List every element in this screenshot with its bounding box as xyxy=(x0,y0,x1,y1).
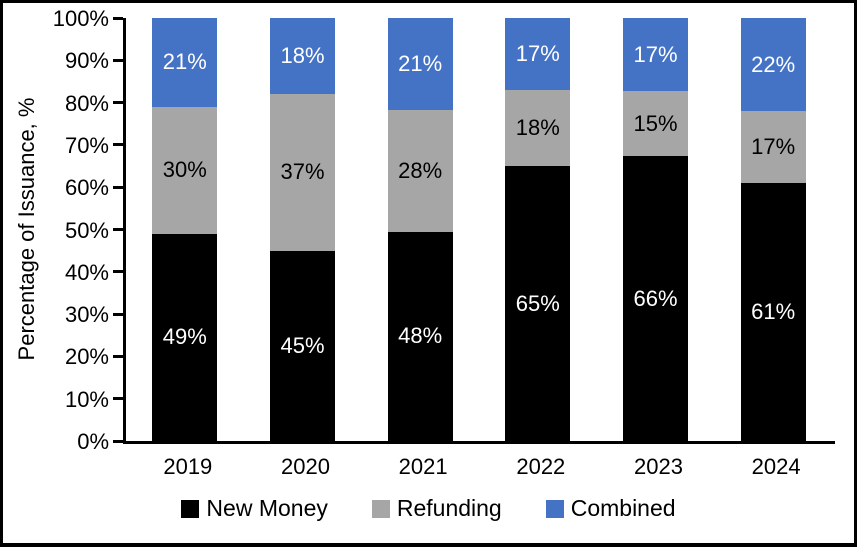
bar-value-label: 22% xyxy=(751,51,796,77)
y-tick-mark xyxy=(113,270,123,274)
bar-value-label: 30% xyxy=(162,157,207,183)
y-tick-label: 60% xyxy=(64,175,109,201)
bar-value-label: 49% xyxy=(162,324,207,350)
bar-segment-new-money: 45% xyxy=(270,250,335,441)
y-tick-mark xyxy=(113,143,123,147)
bar-value-label: 61% xyxy=(751,298,796,324)
y-tick-label: 0% xyxy=(77,429,109,454)
bar-segment-new-money: 49% xyxy=(152,233,218,441)
bar-value-label: 66% xyxy=(633,285,678,311)
bar-value-label: 21% xyxy=(398,50,443,76)
bar-value-label: 45% xyxy=(280,332,325,358)
bar-value-label: 17% xyxy=(515,40,560,66)
bar-segment-refunding: 28% xyxy=(387,109,453,232)
bar-segment-refunding: 17% xyxy=(740,111,806,183)
bar-segment-refunding: 37% xyxy=(270,94,335,251)
bar-value-label: 65% xyxy=(515,290,560,316)
plot-area: 49% 30% 21% 45% 37% 18% 48% 28% 21% 65% 18% 17% 66% 1… xyxy=(123,18,835,444)
y-tick-label: 50% xyxy=(64,217,109,243)
y-tick-label: 80% xyxy=(64,90,109,116)
bar-value-label: 28% xyxy=(398,157,443,183)
y-tick-mark xyxy=(113,185,123,189)
y-tick-label: 70% xyxy=(64,132,109,158)
y-tick-label: 20% xyxy=(64,344,109,370)
x-tick-label: 2021 xyxy=(398,454,448,479)
y-tick-label: 100% xyxy=(52,6,109,31)
bar-value-label: 18% xyxy=(280,43,325,69)
bar-segment-combined: 22% xyxy=(740,18,806,112)
bar-segment-refunding: 30% xyxy=(152,106,218,234)
y-tick-mark xyxy=(113,228,123,231)
y-tick-mark xyxy=(113,354,123,358)
legend-item-refunding: Refunding xyxy=(371,495,502,522)
bar-value-label: 18% xyxy=(515,114,560,140)
x-tick-label: 2019 xyxy=(163,454,213,479)
bar-segment-combined: 18% xyxy=(270,18,335,95)
bar-value-label: 17% xyxy=(751,134,796,159)
bar-segment-combined: 17% xyxy=(623,18,688,92)
y-tick-mark xyxy=(113,439,123,443)
bar-segment-refunding: 15% xyxy=(623,91,688,157)
legend-item-new-money: New Money xyxy=(181,495,328,522)
bar-value-label: 21% xyxy=(162,49,207,75)
bar-value-label: 48% xyxy=(398,323,443,349)
bar-segment-combined: 21% xyxy=(387,18,453,110)
bar-segment-combined: 17% xyxy=(505,18,571,90)
y-tick-mark xyxy=(113,16,123,20)
x-tick-label: 2022 xyxy=(516,454,566,479)
x-tick-label: 2024 xyxy=(751,454,801,479)
legend-swatch-new-money xyxy=(181,499,200,518)
legend-swatch-combined xyxy=(545,499,564,518)
x-tick-label: 2023 xyxy=(634,454,683,479)
y-tick-label: 90% xyxy=(64,48,109,74)
legend-item-combined: Combined xyxy=(545,495,676,522)
legend-label: New Money xyxy=(206,495,328,521)
y-tick-label: 40% xyxy=(64,259,109,285)
legend-label: Combined xyxy=(570,495,676,521)
legend-swatch-refunding xyxy=(371,499,390,518)
x-tick-label: 2020 xyxy=(281,454,330,479)
bar-value-label: 17% xyxy=(633,41,678,67)
bar-segment-combined: 21% xyxy=(152,18,218,107)
bar-value-label: 37% xyxy=(280,159,325,185)
y-tick-mark xyxy=(113,58,123,62)
bar-segment-new-money: 65% xyxy=(505,166,571,441)
bar-segment-new-money: 48% xyxy=(387,231,453,441)
y-tick-label: 30% xyxy=(64,302,109,328)
legend: New Money Refunding Combined xyxy=(3,495,854,522)
legend-label: Refunding xyxy=(396,495,502,521)
bar-segment-new-money: 61% xyxy=(740,182,806,441)
y-tick-mark xyxy=(113,397,123,401)
y-tick-mark xyxy=(113,312,123,316)
bar-value-label: 15% xyxy=(633,110,678,136)
y-tick-mark xyxy=(113,101,123,105)
bar-segment-new-money: 66% xyxy=(623,156,688,441)
y-tick-label: 10% xyxy=(64,386,109,412)
bar-segment-refunding: 18% xyxy=(505,89,571,167)
